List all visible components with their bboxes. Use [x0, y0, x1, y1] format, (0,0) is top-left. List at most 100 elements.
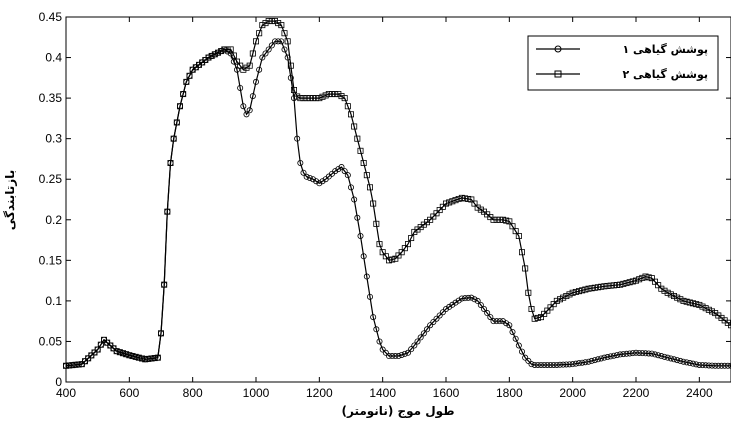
series-1-point: [645, 350, 652, 357]
series-1-point: [680, 358, 687, 365]
series-2-point: [664, 289, 671, 296]
series-2-point: [233, 58, 240, 65]
series-1-point: [519, 348, 526, 355]
series-2-point: [439, 203, 446, 210]
series-2-point: [164, 208, 171, 215]
series-2-point: [538, 314, 545, 321]
series-1-point: [655, 352, 662, 359]
series-2-point: [392, 255, 399, 262]
series-1-point: [718, 362, 725, 369]
series-2-point: [408, 235, 415, 242]
series-2-point: [240, 66, 247, 73]
series-2-point: [265, 18, 272, 25]
series-2-point: [379, 249, 386, 256]
series-1-point: [281, 46, 288, 53]
series-2-point: [376, 241, 383, 248]
legend-label-series-2: پوشش گیاهی ۲: [622, 68, 708, 81]
series-1-point: [569, 361, 576, 368]
series-1-point: [461, 295, 468, 302]
series-2-point: [436, 207, 443, 214]
series-2-point: [576, 288, 583, 295]
series-1-point: [237, 84, 244, 91]
series-2-point: [648, 275, 655, 282]
series-2-point: [132, 353, 139, 360]
series-1-point: [553, 361, 560, 368]
series-2-point: [709, 308, 716, 315]
series-2-point: [116, 349, 123, 356]
series-2-point: [344, 103, 351, 110]
series-1-point: [480, 305, 487, 312]
series-2-point: [620, 280, 627, 287]
series-1-point: [430, 318, 437, 325]
series-2-point: [499, 216, 506, 223]
series-1-point: [585, 358, 592, 365]
series-1-point: [433, 315, 440, 322]
series-2: [63, 18, 731, 369]
series-2-point: [354, 135, 361, 142]
series-2-point: [636, 276, 643, 283]
series-1-point: [674, 357, 681, 364]
series-1-point: [275, 38, 282, 45]
series-2-point: [655, 282, 662, 289]
series-1-point: [534, 361, 541, 368]
series-1-point: [335, 166, 342, 173]
series-2-point: [290, 87, 297, 94]
x-tick-label: 400: [56, 386, 76, 400]
series-1-point: [550, 361, 557, 368]
series-1-point: [398, 351, 405, 358]
series-2-point: [633, 277, 640, 284]
series-2-point: [677, 296, 684, 303]
series-1-point: [363, 273, 370, 280]
axes: 400 600 800 1000 1200 1400 1600 1800 2000 2200 240…: [39, 10, 731, 400]
series-2-point: [572, 288, 579, 295]
series-1-point: [636, 349, 643, 356]
series-1-point: [344, 172, 351, 179]
x-tick-label: 2000: [559, 386, 586, 400]
series-1-point: [271, 38, 278, 45]
series-2-point: [142, 356, 149, 363]
x-tick-label: 800: [183, 386, 203, 400]
series-1-point: [579, 359, 586, 366]
series-1-point: [690, 360, 697, 367]
series-1-point: [278, 38, 285, 45]
series-2-point: [300, 95, 307, 102]
series-1-point: [357, 232, 364, 239]
legend-label-series-1: پوشش گیاهی ۱: [622, 43, 708, 56]
series-2-point: [113, 348, 120, 355]
series-2-point: [522, 265, 529, 272]
series-2-point: [341, 95, 348, 102]
series-2-point: [363, 172, 370, 179]
series-2-point: [667, 291, 674, 298]
series-2-point: [617, 281, 624, 288]
series-1-point: [705, 362, 712, 369]
series-2-point: [699, 303, 706, 310]
series-2-point: [271, 18, 278, 25]
series-2-point: [230, 52, 237, 59]
series-2-point: [306, 95, 313, 102]
series-2-point: [338, 93, 345, 100]
series-1-point: [306, 175, 313, 182]
series-1-point: [268, 42, 275, 49]
series-2-point: [690, 300, 697, 307]
series-2-point: [157, 330, 164, 337]
series-2-point: [268, 18, 275, 25]
series-1-point: [319, 178, 326, 185]
series-2-point: [148, 355, 155, 362]
x-tick-label: 2200: [623, 386, 650, 400]
series-2-point: [595, 284, 602, 291]
series-1-point: [560, 361, 567, 368]
series-2-point: [120, 350, 127, 357]
series-1-point: [487, 314, 494, 321]
series-2-point: [563, 293, 570, 300]
series-2-point: [705, 306, 712, 313]
series-1-point: [696, 361, 703, 368]
series-2-point: [395, 252, 402, 259]
series-2-point: [332, 91, 339, 98]
y-tick-label: 0.45: [39, 10, 63, 24]
series-2-point: [601, 283, 608, 290]
series-1-point: [591, 357, 598, 364]
series-1-point: [376, 338, 383, 345]
series-1-point: [449, 301, 456, 308]
series-2-point: [335, 91, 342, 98]
series-2-point: [442, 200, 449, 207]
